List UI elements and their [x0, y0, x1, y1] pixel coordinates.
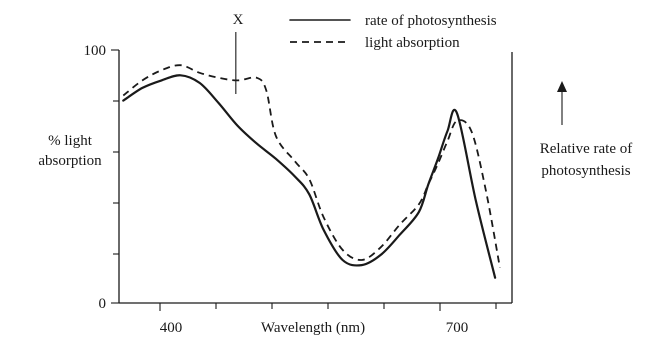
x-axis-label: Wavelength (nm) [261, 320, 365, 336]
arrow-head-icon [557, 81, 567, 92]
legend-label-photosynthesis: rate of photosynthesis [365, 13, 497, 29]
y-tick-label-0: 0 [99, 296, 107, 312]
marker-x: X [233, 12, 244, 94]
y-tick-label-100: 100 [84, 43, 107, 59]
right-axis-annotation: Relative rate of photosynthesis [540, 81, 632, 179]
plot-area [122, 64, 501, 279]
y-axis-label-line2: absorption [38, 153, 102, 169]
x-tick-label-400: 400 [160, 320, 183, 336]
x-axis [119, 302, 512, 311]
series-line-light-absorption [122, 64, 501, 268]
x-tick-label-700: 700 [446, 320, 469, 336]
y-axis-label-line1: % light [48, 133, 93, 149]
legend-label-absorption: light absorption [365, 35, 460, 51]
y-axis [111, 49, 120, 304]
series-line-rate-of-photosynthesis [122, 74, 497, 279]
marker-x-label: X [233, 12, 244, 28]
legend: rate of photosynthesis light absorption [289, 13, 497, 51]
right-axis-label-line1: Relative rate of [540, 141, 632, 157]
right-axis-label-line2: photosynthesis [541, 163, 630, 179]
